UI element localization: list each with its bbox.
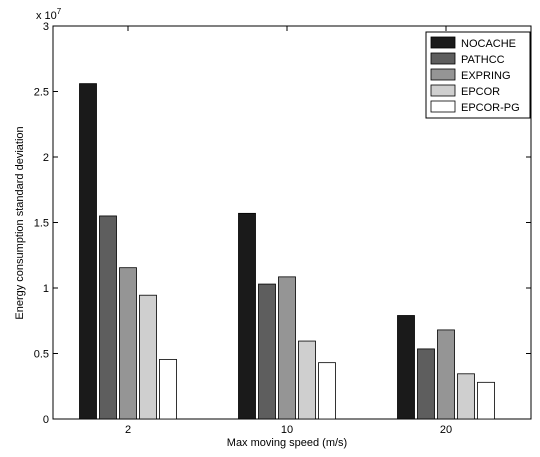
y-scale-exponent: 7 (57, 7, 62, 16)
y-tick-label: 3 (43, 21, 49, 33)
x-axis-label: Max moving speed (m/s) (227, 437, 347, 449)
bar-expring (437, 329, 455, 420)
x-tick-label: 2 (125, 424, 131, 436)
bar-epcor (139, 294, 157, 420)
bar-pathcc (99, 215, 117, 420)
x-tick-label: 10 (281, 424, 293, 436)
bar-expring (119, 267, 137, 420)
x-tick-label: 20 (440, 424, 452, 436)
y-tick-label: 1 (43, 283, 49, 295)
legend-label: PATHCC (461, 54, 505, 66)
bars (79, 83, 495, 420)
bar-nocache (79, 83, 97, 420)
y-tick-label: 2.5 (34, 87, 49, 99)
y-tick-label: 2 (43, 152, 49, 164)
bar-pathcc (258, 283, 276, 420)
bar-pathcc (417, 348, 435, 420)
bar-expring (278, 276, 296, 420)
legend-label: EPCOR-PG (461, 102, 520, 114)
bar-epcor (298, 340, 316, 420)
bar-epcor (457, 373, 475, 420)
y-tick-label: 0 (43, 414, 49, 426)
y-axis: 0 0.5 1 1.5 2 2.5 3 (34, 21, 531, 426)
legend: NOCACHE PATHCC EXPRING EPCOR EPCOR-PG (425, 31, 531, 119)
bar-epcor-pg (477, 381, 495, 420)
y-tick-label: 0.5 (34, 349, 49, 361)
legend-swatch (430, 68, 456, 81)
bar-nocache (397, 315, 415, 420)
bar-nocache (238, 212, 256, 420)
legend-label: EXPRING (461, 70, 511, 82)
bar-epcor-pg (318, 362, 336, 420)
y-scale-multiplier: x 107 (36, 7, 62, 22)
y-tick-label: 1.5 (34, 218, 49, 230)
y-axis-label: Energy consumption standard deviation (14, 126, 26, 319)
legend-swatch (430, 84, 456, 97)
y-scale-base: x 10 (36, 10, 57, 22)
legend-label: EPCOR (461, 86, 500, 98)
legend-swatch (430, 100, 456, 113)
legend-label: NOCACHE (461, 38, 516, 50)
legend-swatch (430, 36, 456, 49)
legend-swatch (430, 52, 456, 65)
bar-epcor-pg (159, 358, 177, 420)
